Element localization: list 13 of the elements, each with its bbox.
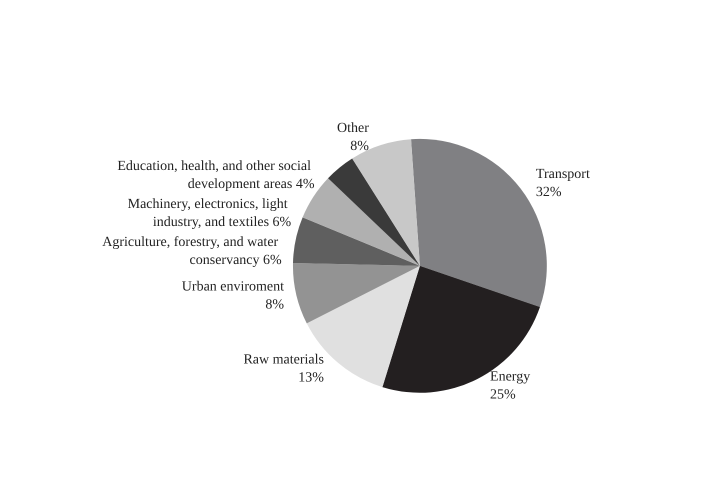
slice-label: Energy — [490, 370, 530, 385]
slice-label: Education, health, and other social development areas 4% — [117, 159, 315, 192]
data-label: 32% — [536, 185, 562, 200]
slice-label: Other — [337, 121, 370, 136]
slice-label: Transport — [536, 167, 590, 182]
data-label: 8% — [350, 139, 370, 154]
slice-label: Urban enviroment — [182, 279, 284, 294]
slice-label: Machinery, electronics, light industry, and textiles 6% — [128, 197, 292, 230]
data-label: 8% — [265, 297, 284, 312]
data-label: 25% — [490, 388, 516, 403]
data-label: 13% — [298, 370, 324, 386]
slice-label: Raw materials — [243, 352, 324, 368]
slice-label: Agriculture, forestry, and water conservancy 6% — [102, 235, 282, 268]
